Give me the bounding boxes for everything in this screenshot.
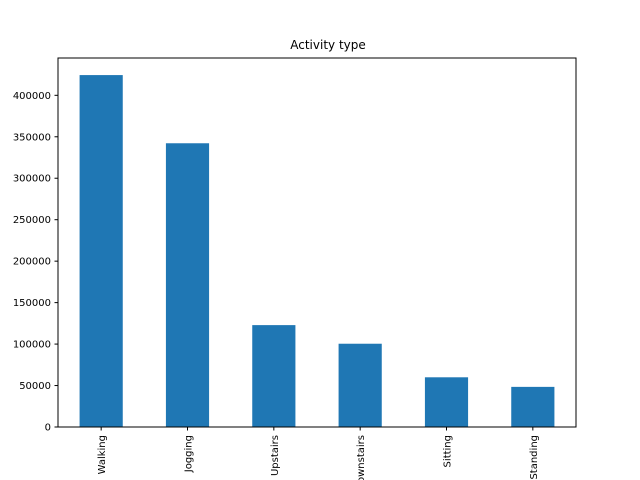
x-tick-label: Jogging <box>184 435 195 473</box>
y-tick-label: 350000 <box>13 132 51 143</box>
bar-jogging <box>165 143 210 428</box>
y-tick-label: 200000 <box>13 257 51 268</box>
bar-standing <box>511 386 555 427</box>
x-tick-label: Standing <box>529 435 540 480</box>
y-tick-label: 50000 <box>19 381 51 392</box>
chart-title: Activity type <box>290 38 366 52</box>
x-tick-label: Walking <box>97 435 108 474</box>
y-tick-label: 400000 <box>13 91 51 102</box>
bar-downstairs <box>338 343 382 427</box>
bar-upstairs <box>252 325 296 427</box>
y-tick-label: 250000 <box>13 215 51 226</box>
x-tick-label: Upstairs <box>270 435 281 476</box>
plot-frame <box>57 57 577 428</box>
bar-sitting <box>424 377 469 427</box>
x-tick-label: Downstairs <box>356 435 367 480</box>
x-tick-label: Sitting <box>443 435 454 467</box>
y-tick-label: 0 <box>45 423 51 434</box>
y-tick-label: 100000 <box>13 340 51 351</box>
bar-walking <box>79 75 123 428</box>
y-tick-label: 300000 <box>13 174 51 185</box>
y-tick-label: 150000 <box>13 298 51 309</box>
